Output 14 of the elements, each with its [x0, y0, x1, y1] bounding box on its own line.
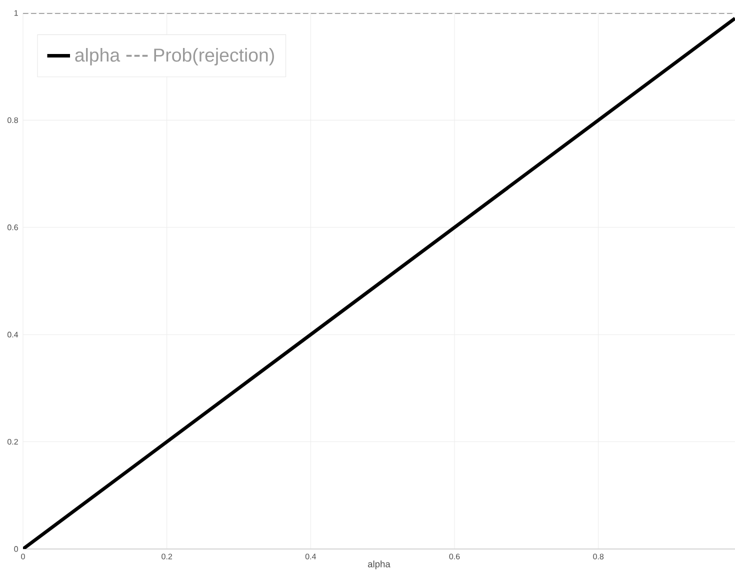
y-tick-label: 0.8: [7, 117, 18, 124]
legend-label: alpha: [75, 48, 120, 66]
y-tick-label: 0.2: [7, 438, 18, 445]
y-tick-label: 0.4: [7, 332, 18, 338]
x-tick-label: 0.4: [305, 554, 316, 560]
x-tick-label: 0: [21, 554, 25, 560]
y-tick-label: 0.6: [7, 224, 18, 230]
legend-label: Prob(rejection): [154, 48, 274, 66]
x-axis-title: alpha: [368, 560, 390, 570]
x-tick-label: 0.2: [162, 554, 172, 560]
y-tick-label: 0: [14, 546, 18, 552]
x-tick-label: 0.8: [593, 554, 604, 560]
y-tick-label: 1: [14, 10, 18, 16]
x-tick-label: 0.6: [449, 554, 460, 560]
